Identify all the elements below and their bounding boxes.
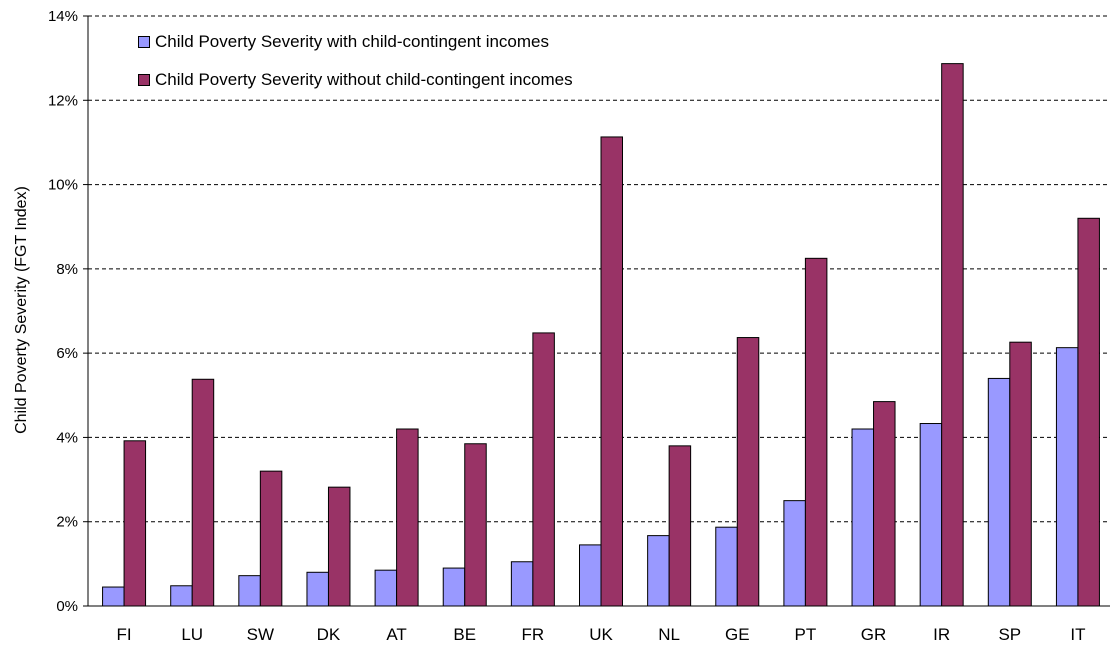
bar-with-nl <box>647 535 670 607</box>
bar-with-pt <box>783 500 806 607</box>
bar-with-sw <box>238 575 261 607</box>
bar-without-dk <box>327 486 351 607</box>
y-tick-labels: 0% 2% 4% 6% 8% 10% 12% 14% <box>48 8 78 615</box>
bar-without-at <box>396 428 419 607</box>
legend-item-series-2: Child Poverty Severity without child-con… <box>138 68 573 92</box>
x-tick-label: AT <box>386 625 406 644</box>
bar-without-it <box>1077 217 1100 607</box>
bar-with-ge <box>715 526 738 607</box>
legend: Child Poverty Severity with child-contin… <box>138 30 573 106</box>
x-tick-label: DK <box>317 625 341 644</box>
bar-without-ge <box>736 337 760 607</box>
y-tick-label: 2% <box>56 514 78 531</box>
bar-with-uk <box>579 544 602 607</box>
bar-with-lu <box>170 585 193 607</box>
x-tick-label: SW <box>247 625 274 644</box>
x-tick-label: IR <box>933 625 950 644</box>
bar-without-fr <box>532 332 555 607</box>
x-tick-label: UK <box>589 625 613 644</box>
bar-without-uk <box>600 136 623 607</box>
y-tick-label: 4% <box>56 429 78 446</box>
bar-without-sw <box>259 470 283 607</box>
bar-without-fi <box>123 440 147 607</box>
bar-with-fi <box>102 586 125 607</box>
legend-label-series-2: Child Poverty Severity without child-con… <box>155 70 573 89</box>
y-tick-label: 0% <box>56 598 78 615</box>
y-axis-label: Child Poverty Severity (FGT Index) <box>13 186 30 434</box>
x-tick-label: BE <box>453 625 476 644</box>
bar-with-sp <box>987 377 1011 607</box>
bar-with-fr <box>510 561 534 607</box>
axes <box>83 15 1110 607</box>
x-tick-label: PT <box>795 625 817 644</box>
y-tick-label: 12% <box>48 92 78 109</box>
y-tick-label: 14% <box>48 8 78 25</box>
gridlines <box>88 15 1110 523</box>
y-tick-label: 10% <box>48 177 78 194</box>
bar-with-it <box>1055 347 1079 607</box>
x-tick-label: SP <box>998 625 1021 644</box>
bar-with-be <box>442 567 466 607</box>
legend-swatch-series-2 <box>138 74 150 86</box>
bar-without-nl <box>668 445 692 607</box>
bar-without-ir <box>941 63 964 607</box>
x-tick-label: IT <box>1070 625 1085 644</box>
bar-with-ir <box>919 423 943 607</box>
x-tick-label: GE <box>725 625 750 644</box>
legend-label-series-1: Child Poverty Severity with child-contin… <box>155 32 550 51</box>
x-tick-label: FR <box>522 625 545 644</box>
bar-without-pt <box>804 257 828 607</box>
x-tick-label: GR <box>861 625 887 644</box>
bar-with-dk <box>306 571 329 607</box>
bar-without-lu <box>191 378 215 607</box>
y-tick-label: 8% <box>56 261 78 278</box>
bar-without-sp <box>1009 341 1032 607</box>
x-tick-label: LU <box>181 625 203 644</box>
bar-without-be <box>464 443 487 607</box>
bars <box>102 63 1100 607</box>
bar-with-at <box>374 569 398 607</box>
bar-with-gr <box>851 428 875 607</box>
y-tick-label: 6% <box>56 345 78 362</box>
bar-without-gr <box>873 401 896 607</box>
legend-item-series-1: Child Poverty Severity with child-contin… <box>138 30 573 54</box>
x-tick-label: FI <box>117 625 132 644</box>
legend-swatch-series-1 <box>138 36 150 48</box>
x-tick-label: NL <box>658 625 680 644</box>
x-tick-labels: FI LU SW DK AT BE FR UK NL GE PT GR IR SP IT <box>117 625 1086 644</box>
